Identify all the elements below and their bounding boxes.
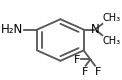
Text: F: F	[95, 67, 101, 77]
Text: CH₃: CH₃	[103, 13, 121, 23]
Text: F: F	[82, 67, 88, 77]
Text: F: F	[74, 55, 80, 65]
Text: CH₃: CH₃	[103, 36, 121, 46]
Text: N: N	[91, 23, 99, 36]
Text: H₂N: H₂N	[1, 23, 23, 36]
